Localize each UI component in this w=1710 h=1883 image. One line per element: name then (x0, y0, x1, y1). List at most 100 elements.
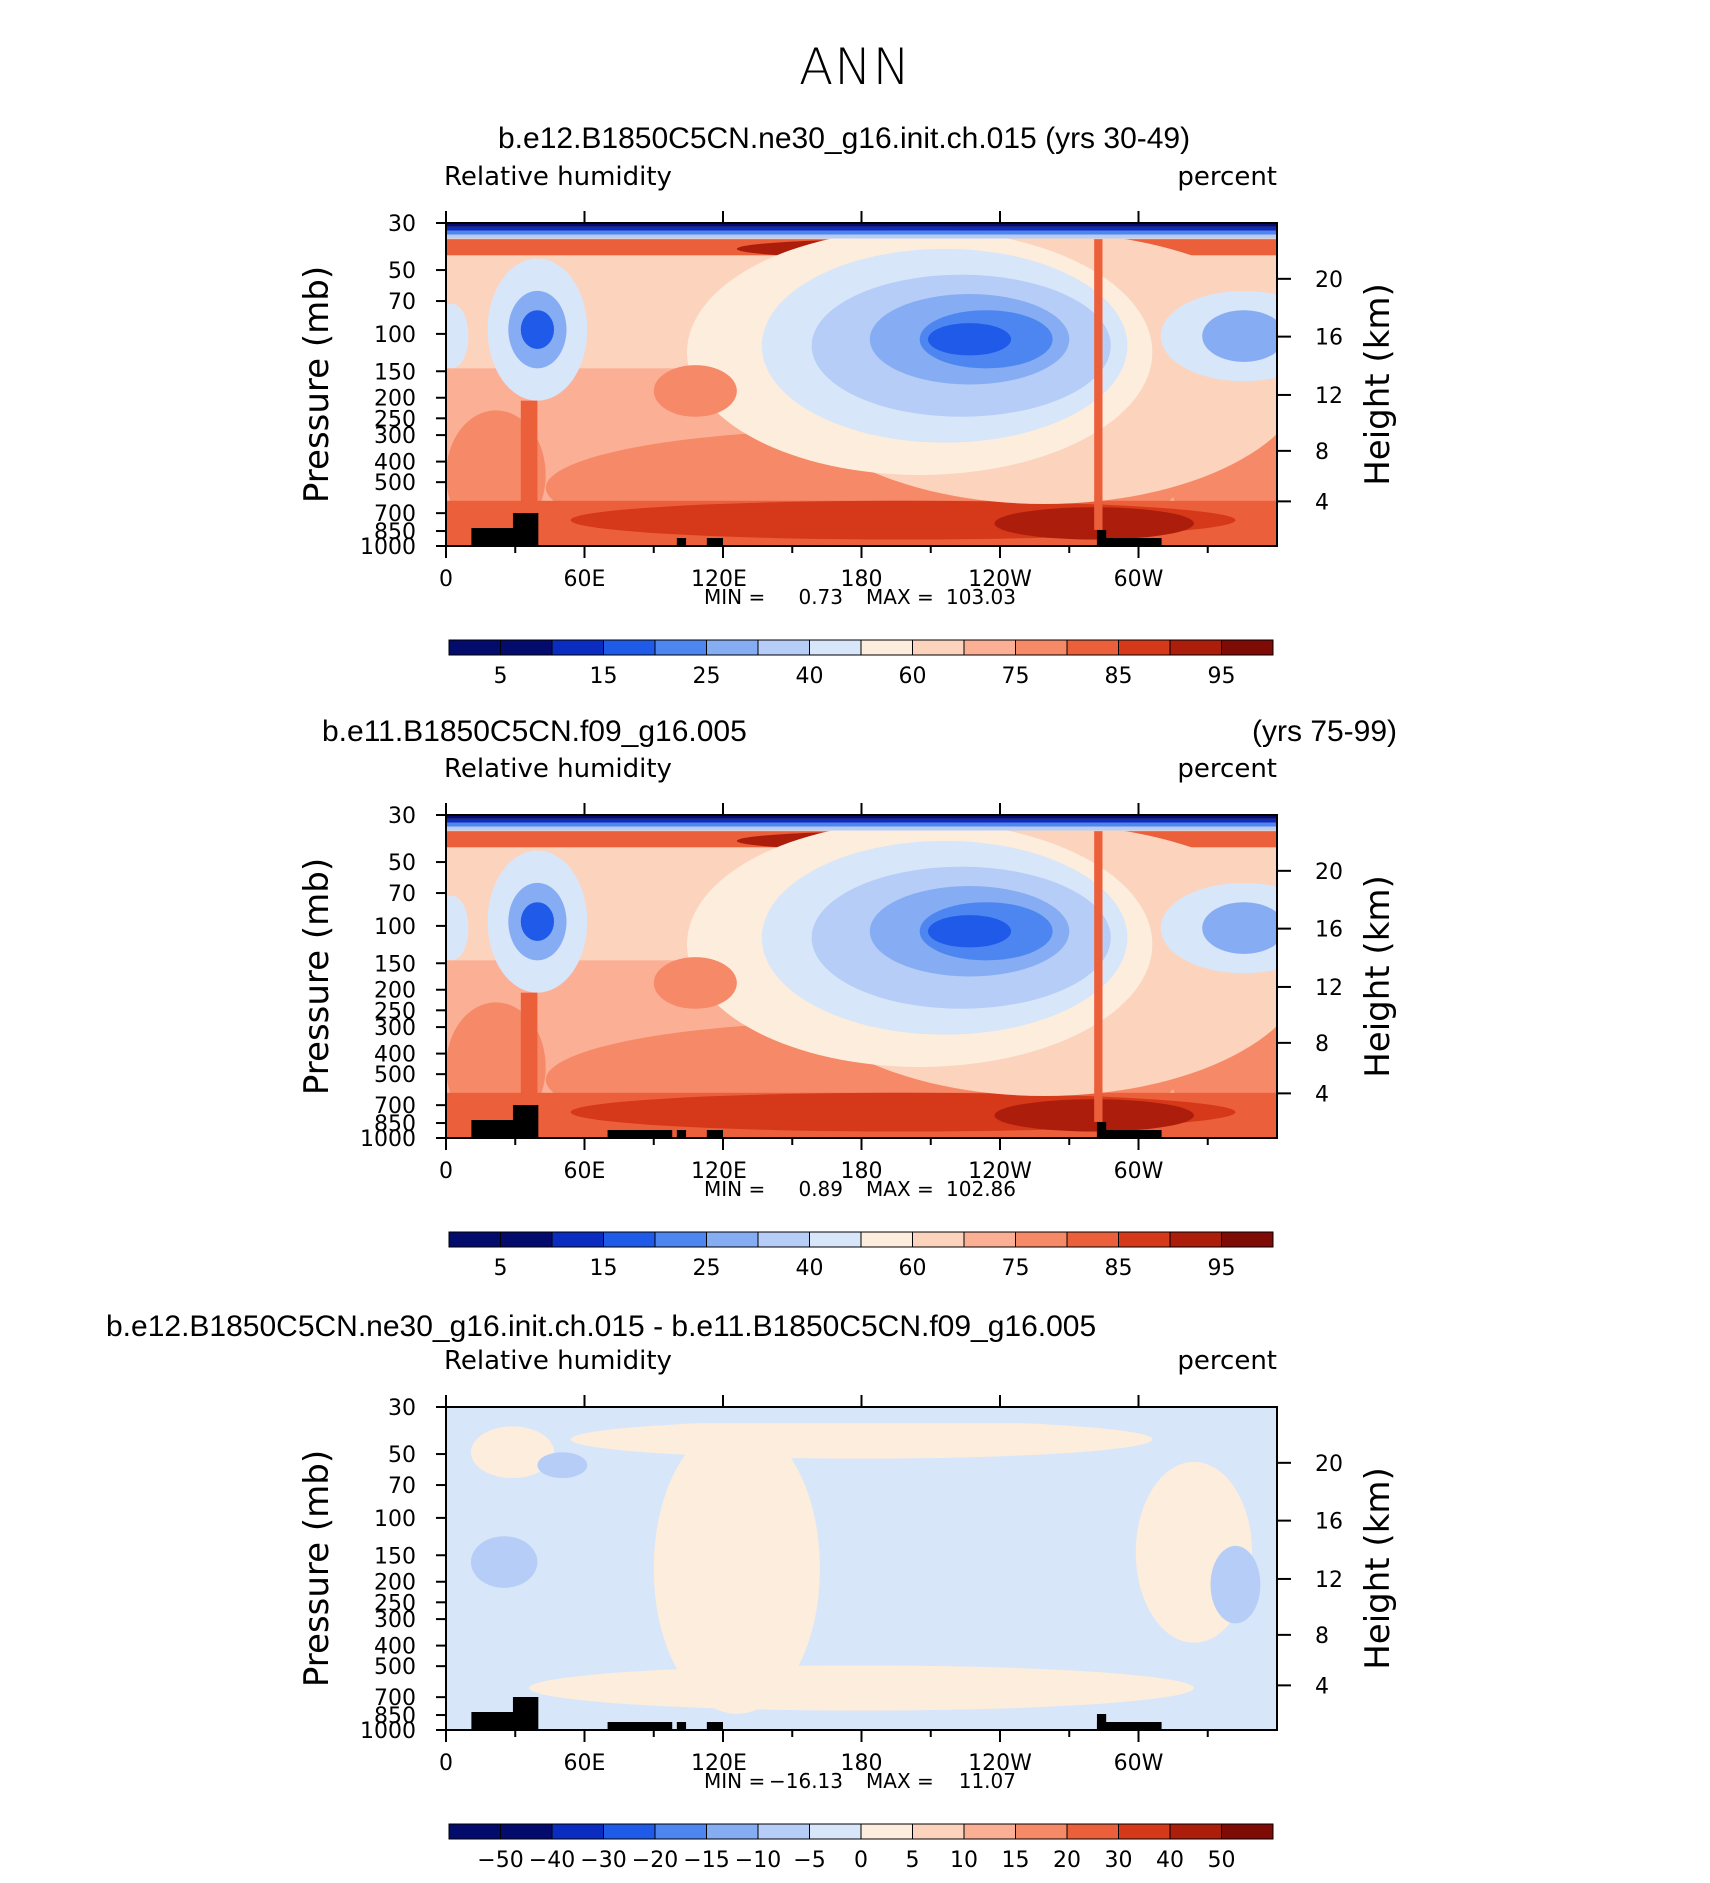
colorbar-label: 0 (854, 1848, 868, 1873)
contour-band (1094, 239, 1103, 530)
y-right-tick-label: 16 (1315, 326, 1343, 351)
x-tick-label: 120W (968, 1751, 1032, 1776)
colorbar-box (654, 1823, 707, 1840)
y-right-tick-label: 4 (1315, 1674, 1329, 1699)
y-tick-label: 30 (388, 1396, 416, 1421)
colorbar-label: −10 (735, 1848, 781, 1873)
colorbar-box (1221, 639, 1274, 656)
colorbar-box (912, 1823, 965, 1840)
y-tick-label: 300 (374, 1016, 416, 1041)
contour-region (446, 303, 469, 369)
colorbar-label: 85 (1105, 664, 1133, 689)
y-right-tick-label: 12 (1315, 976, 1343, 1001)
y-tick-label: 50 (388, 259, 416, 284)
contour-region (529, 1665, 1194, 1711)
colorbar-box (1169, 1823, 1222, 1840)
y-tick-label: 70 (388, 882, 416, 907)
colorbar-box (809, 1823, 862, 1840)
max-value: 102.86 (946, 1177, 1016, 1201)
y-axis-label: Pressure (mb) (297, 266, 337, 503)
contour-band (446, 822, 1277, 827)
y-right-axis-label: Height (km) (1358, 283, 1398, 486)
topography (1096, 530, 1107, 546)
contour-field (446, 815, 1277, 1138)
y-right-tick-label: 8 (1315, 1624, 1329, 1649)
chart-panel-1: Relative humidity percent 0 60E 120E 180 120W 6… (297, 162, 1398, 689)
topography (706, 1722, 723, 1730)
x-tick-label: 60E (564, 1751, 606, 1776)
y-tick-label: 400 (374, 1635, 416, 1660)
units-label: percent (1177, 1346, 1277, 1376)
colorbar-box (706, 639, 759, 656)
colorbar-box (860, 639, 913, 656)
colorbar-box (1118, 1823, 1171, 1840)
y-tick-label: 30 (388, 804, 416, 829)
y-tick-label: 1000 (360, 1127, 416, 1152)
x-tick-label: 180 (841, 1751, 883, 1776)
contour-region (470, 1536, 538, 1588)
colorbar-label: −50 (477, 1848, 523, 1873)
colorbar-label: 75 (1002, 1256, 1030, 1281)
x-tick-label: 120E (691, 1751, 747, 1776)
colorbar-label: 50 (1208, 1848, 1236, 1873)
colorbar-box (1015, 639, 1068, 656)
colorbar-box (963, 639, 1016, 656)
colorbar-box (860, 1231, 913, 1248)
x-tick-label: 60W (1114, 1159, 1164, 1184)
x-tick-label: 60W (1114, 567, 1164, 592)
topography (492, 1120, 513, 1138)
min-value: −16.13 (769, 1769, 843, 1793)
contour-band (446, 234, 1277, 239)
y-tick-label: 150 (374, 360, 416, 385)
contour-band (520, 992, 538, 1122)
y-tick-label: 700 (374, 1686, 416, 1711)
y-right-tick-label: 4 (1315, 1082, 1329, 1107)
colorbar-box (1118, 1231, 1171, 1248)
contour-region (927, 915, 1012, 948)
topography (526, 1697, 537, 1730)
y-tick-label: 700 (374, 1094, 416, 1119)
y-tick-label: 200 (374, 979, 416, 1004)
colorbar-box (448, 639, 501, 656)
colorbar-box (1221, 1823, 1274, 1840)
colorbar-box (603, 639, 656, 656)
colorbar-label: 15 (590, 1256, 618, 1281)
topography (706, 538, 723, 546)
contour-region (470, 1426, 555, 1479)
y-tick-label: 300 (374, 424, 416, 449)
colorbar-box (551, 1231, 604, 1248)
y-tick-label: 500 (374, 1655, 416, 1680)
topography (526, 1105, 537, 1138)
x-tick-label: 120W (968, 1159, 1032, 1184)
colorbar-box (1015, 1823, 1068, 1840)
y-tick-label: 100 (374, 1507, 416, 1532)
colorbar-box (500, 1823, 553, 1840)
colorbar-box (551, 639, 604, 656)
colorbar-box (1066, 639, 1119, 656)
colorbar-label: 15 (1002, 1848, 1030, 1873)
contour-band (446, 1407, 1277, 1424)
colorbar-box (706, 1823, 759, 1840)
y-tick-label: 70 (388, 1474, 416, 1499)
y-tick-label: 100 (374, 323, 416, 348)
y-tick-label: 500 (374, 471, 416, 496)
y-tick-label: 500 (374, 1063, 416, 1088)
y-tick-label: 200 (374, 1571, 416, 1596)
y-tick-label: 250 (374, 407, 416, 432)
y-tick-label: 250 (374, 999, 416, 1024)
max-label: MAX = (866, 1177, 934, 1201)
x-tick-label: 120E (691, 567, 747, 592)
colorbar-box (1015, 1231, 1068, 1248)
y-tick-label: 200 (374, 387, 416, 412)
topography (676, 538, 687, 546)
contour-band (446, 826, 1277, 831)
colorbar-box (500, 639, 553, 656)
units-label: percent (1177, 162, 1277, 192)
colorbar-label: 40 (796, 664, 824, 689)
y-tick-label: 50 (388, 851, 416, 876)
x-tick-label: 120W (968, 567, 1032, 592)
chart-panel-3: Relative humidity percent 0 60E 120E 180 120W 6… (297, 1346, 1398, 1873)
y-right-tick-label: 12 (1315, 1568, 1343, 1593)
contour-region (927, 323, 1012, 356)
